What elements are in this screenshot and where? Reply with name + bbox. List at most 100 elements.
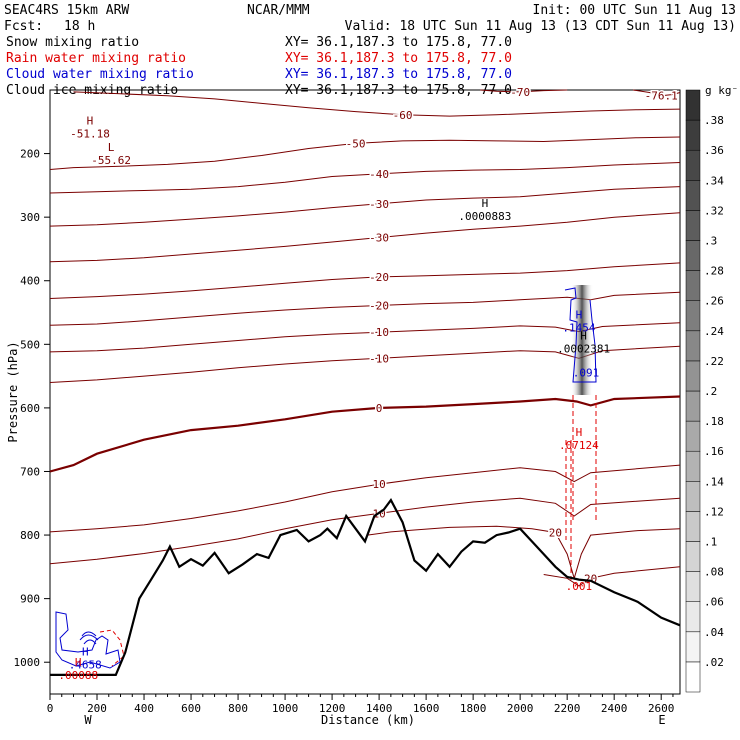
- x-tick-label: 1200: [319, 702, 346, 715]
- contour-label: -30: [369, 198, 389, 211]
- extremum-value: .091: [573, 367, 600, 380]
- colorbar-swatch: [685, 180, 701, 211]
- colorbar-swatch: [685, 300, 701, 332]
- extremum-value: .0002381: [557, 342, 610, 355]
- contour-label: -30: [369, 232, 389, 245]
- colorbar-label: .12: [704, 505, 724, 518]
- extremum-marker: H: [82, 645, 89, 658]
- low-level-rain-contour: [99, 629, 125, 667]
- colorbar-label: .38: [704, 114, 724, 127]
- colorbar-swatch: [685, 390, 701, 422]
- colorbar-label: .36: [704, 144, 724, 157]
- contour-label: -50: [346, 137, 366, 150]
- field-cloud-water-xy: XY= 36.1,187.3 to 175.8, 77.0: [285, 67, 512, 82]
- contour-line: [543, 566, 681, 587]
- x-tick-label: 1800: [460, 702, 487, 715]
- contour-line: [49, 262, 681, 299]
- colorbar-label: .32: [704, 204, 724, 217]
- colorbar-swatch: [685, 330, 701, 362]
- y-tick-label: 600: [20, 402, 40, 415]
- contour-label: 0: [376, 402, 383, 415]
- colorbar-swatch: [685, 661, 701, 693]
- y-tick-label: 200: [20, 148, 40, 161]
- colorbar-swatch: [685, 420, 701, 452]
- x-tick-label: 2200: [554, 702, 581, 715]
- extremum-value: -51.18: [70, 128, 110, 141]
- colorbar-swatch: [685, 210, 701, 241]
- contour-line: [632, 89, 681, 97]
- x-tick-label: 200: [87, 702, 107, 715]
- cloud-water-contour: [564, 287, 597, 383]
- y-axis-title: Pressure (hPa): [6, 341, 20, 442]
- contour-line: [49, 212, 681, 263]
- extremum-value: .001: [566, 580, 593, 593]
- contour-label: -40: [369, 168, 389, 181]
- colorbar-swatch: [685, 601, 701, 633]
- x-axis-title: Distance (km): [321, 713, 415, 727]
- east-label: E: [658, 713, 665, 727]
- colorbar-swatch: [685, 270, 701, 301]
- colorbar-label: .2: [704, 385, 717, 398]
- contour-label: -20: [369, 271, 389, 284]
- colorbar-swatch: [685, 631, 701, 663]
- colorbar-swatch: [685, 571, 701, 602]
- low-level-cloud-rings: [79, 631, 99, 645]
- valid-time: Valid: 18 UTC Sun 11 Aug 13 (13 CDT Sun …: [345, 19, 736, 34]
- x-tick-label: 1400: [366, 702, 393, 715]
- colorbar-label: .24: [704, 325, 724, 338]
- colorbar-label: .26: [704, 295, 724, 308]
- model-title: SEAC4RS 15km ARW: [4, 3, 129, 18]
- contour-line: [49, 464, 681, 533]
- forecast-hour: 18 h: [64, 19, 95, 34]
- colorbar-label: .28: [704, 265, 724, 278]
- contour-line: [73, 91, 681, 117]
- extremum-marker: H: [482, 197, 489, 210]
- colorbar-label: .18: [704, 415, 724, 428]
- x-tick-label: 1000: [272, 702, 299, 715]
- plot-frame: [49, 89, 681, 695]
- x-tick-label: 2600: [648, 702, 675, 715]
- field-rain-xy: XY= 36.1,187.3 to 175.8, 77.0: [285, 51, 512, 66]
- field-snow-xy: XY= 36.1,187.3 to 175.8, 77.0: [285, 35, 512, 50]
- mixing-ratio-overlays: [55, 285, 597, 669]
- west-label: W: [84, 713, 92, 727]
- contour-line: [49, 136, 681, 170]
- colorbar-swatch: [685, 481, 701, 512]
- contour-label: 10: [372, 478, 385, 491]
- field-rain-name: Rain water mixing ratio: [6, 51, 186, 66]
- colorbar-label: .34: [704, 174, 724, 187]
- extremum-value: .1454: [562, 321, 595, 334]
- extremum-value: .07124: [559, 439, 599, 452]
- contour-label: -70: [510, 86, 530, 99]
- colorbar-unit: g kg⁻¹: [705, 84, 740, 97]
- low-level-cloud-water-contour: [55, 611, 121, 669]
- extremum-marker: H: [576, 308, 583, 321]
- colorbar-label: .06: [704, 596, 724, 609]
- colorbar-label: .22: [704, 355, 724, 368]
- y-tick-label: 700: [20, 465, 40, 478]
- cloud-ice-shading: [571, 285, 593, 395]
- contour-label: 20: [549, 527, 562, 540]
- y-tick-label: 900: [20, 593, 40, 606]
- colorbar-label: .3: [704, 235, 717, 248]
- contour-line: [49, 186, 681, 227]
- x-tick-label: 0: [47, 702, 54, 715]
- extremum-marker: H: [580, 329, 587, 342]
- x-tick-label: 600: [181, 702, 201, 715]
- contour-line: [49, 162, 681, 194]
- colorbar-label: .16: [704, 445, 724, 458]
- y-tick-label: 1000: [14, 656, 41, 669]
- contour-label: -20: [369, 300, 389, 313]
- extremum-value: .4658: [69, 658, 102, 671]
- colorbar-swatch: [685, 450, 701, 482]
- colorbar-swatch: [685, 89, 701, 121]
- colorbar-label: .14: [704, 475, 724, 488]
- terrain-line: [50, 498, 681, 676]
- y-tick-label: 800: [20, 529, 40, 542]
- x-tick-label: 1600: [413, 702, 440, 715]
- contour-label: -10: [369, 352, 389, 365]
- org-label: NCAR/MMM: [247, 3, 310, 18]
- colorbar-label: .08: [704, 566, 724, 579]
- colorbar-swatch: [685, 511, 701, 542]
